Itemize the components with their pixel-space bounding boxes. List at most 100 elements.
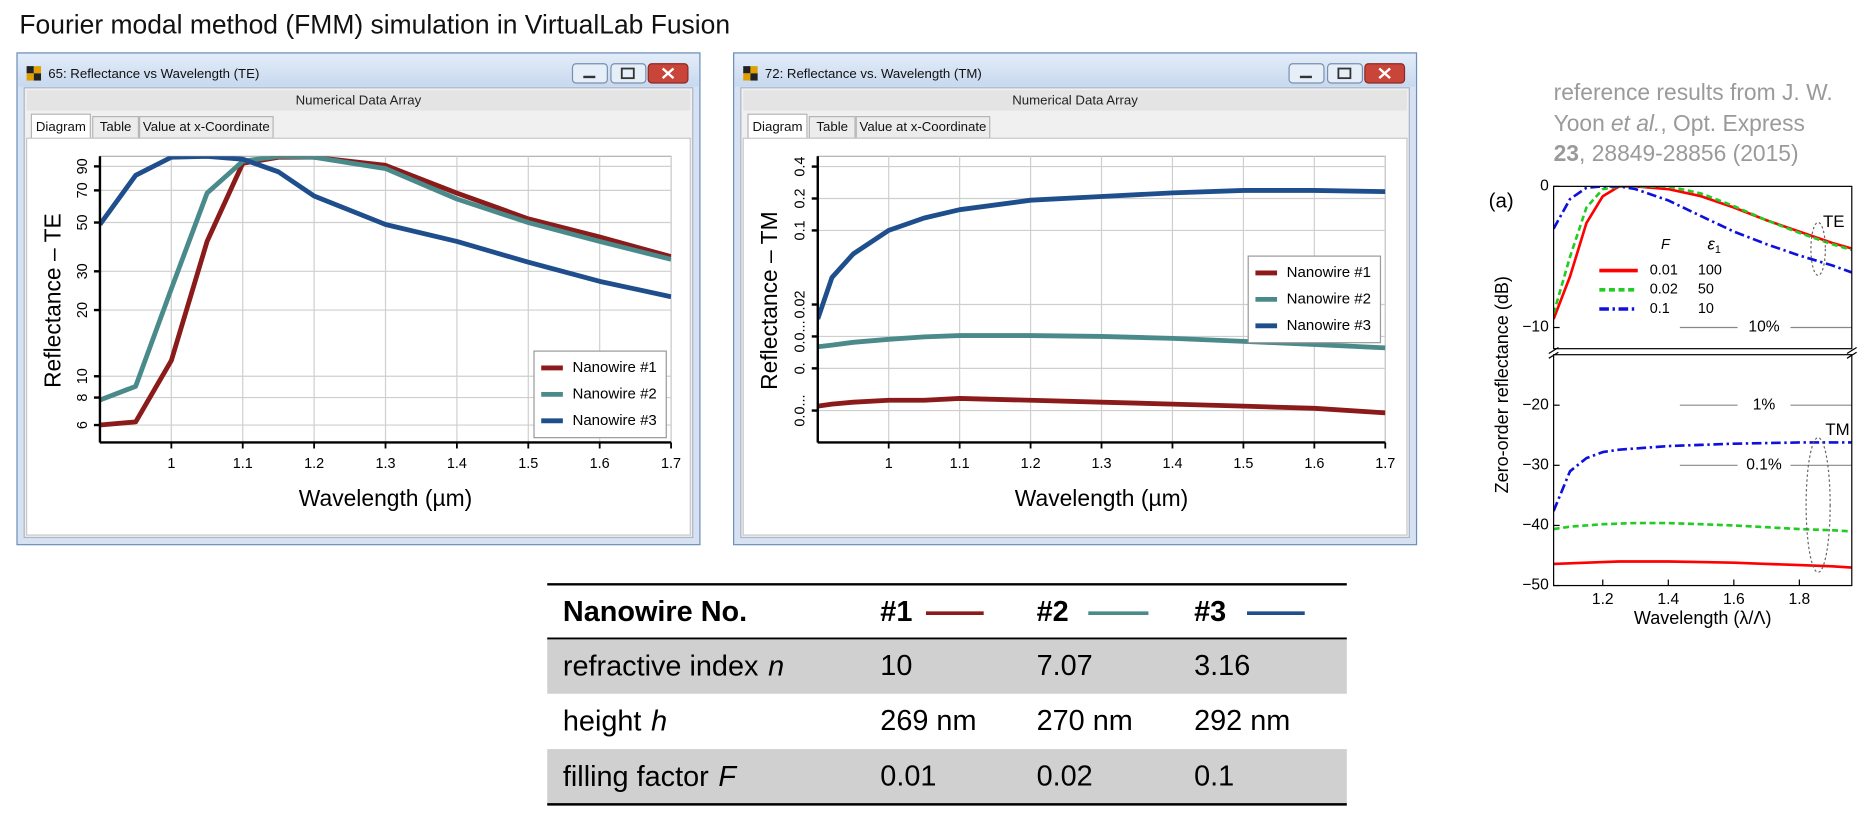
legend-label: Nanowire #1 [572, 359, 656, 376]
y-tick-label: 0 [1540, 177, 1549, 194]
x-tick-label: 1.8 [1789, 591, 1811, 608]
legend-label: Nanowire #3 [572, 412, 656, 429]
legend-epsilon: 50 [1698, 282, 1714, 298]
annotation-ellipse [1805, 437, 1831, 573]
y-tick-label: −20 [1522, 396, 1549, 413]
y-tick-label: 20 [75, 302, 91, 318]
table-cell: 0.1 [1194, 761, 1234, 793]
y-axis-label: Reflectance – TE [39, 213, 65, 388]
reference-journal: , Opt. Express [1660, 110, 1805, 136]
x-tick-label: 1.4 [1657, 591, 1679, 608]
table-cell: 7.07 [1037, 650, 1093, 682]
series-line [1553, 186, 1852, 314]
series-line [99, 156, 672, 300]
plot-frame [1553, 185, 1853, 350]
x-tick-label: 1 [885, 456, 893, 472]
maximize-glyph [1337, 67, 1352, 80]
table-cell: 0.01 [880, 761, 936, 793]
row-label-symbol: h [651, 705, 667, 737]
row-label: refractive index n [563, 650, 784, 682]
chart: 0.0...0.0.0...0.020.10.20.41 1.1 1.2 1.3 1.4… [756, 155, 1395, 511]
legend-label: Nanowire #2 [572, 385, 656, 402]
series-line [1553, 560, 1852, 569]
y-tick-label: 0.02 [793, 291, 809, 319]
row-bg [547, 749, 1347, 805]
maximize-glyph [620, 67, 635, 80]
tab-label: Diagram [753, 119, 803, 134]
reference-author: Yoon [1554, 110, 1605, 136]
x-tick-label: 1.4 [1162, 456, 1182, 472]
chart: 0 −10 10% (a) TE F ε1 0.01 100 0.02 50 0.1 10 [1489, 177, 1853, 350]
window-button[interactable] [571, 63, 608, 84]
tab-label: Value at x-Coordinate [860, 119, 987, 134]
row-label: height h [563, 705, 667, 737]
y-tick-label: 6 [75, 421, 91, 429]
row-label-text: filling factor [563, 761, 709, 793]
legend-label: Nanowire #1 [1287, 264, 1371, 281]
reference-volume: 23 [1554, 140, 1579, 166]
legend-label: Nanowire #2 [1287, 290, 1371, 307]
table-cell: 270 nm [1037, 705, 1133, 737]
axis-break [1846, 346, 1857, 359]
app-icon [33, 66, 42, 74]
y-tick-label: 90 [75, 158, 91, 174]
legend-label: 0.01 [1650, 262, 1678, 278]
app-icon [26, 73, 34, 81]
x-tick-label: 1.1 [950, 456, 970, 472]
x-tick-label: 1.5 [1233, 456, 1253, 472]
x-tick-label: 1.3 [1092, 456, 1112, 472]
reference-text: 23, 28849-28856 (2015) [1554, 140, 1799, 166]
x-tick-label: 1.1 [233, 456, 253, 472]
window-button[interactable] [1288, 63, 1325, 84]
reference-etal: et al. [1611, 110, 1661, 136]
y-tick-label: 0.0... [793, 320, 809, 352]
window-button[interactable] [1326, 63, 1364, 84]
legend-header-symbol: ε [1708, 235, 1716, 254]
legend-header: F [1661, 237, 1671, 253]
y-tick-label: −10 [1522, 319, 1549, 336]
plot-area [1553, 186, 1852, 349]
table-cell: 292 nm [1194, 705, 1290, 737]
window-button[interactable] [610, 63, 647, 84]
close-glyph [1378, 67, 1391, 80]
series-line [1553, 441, 1852, 512]
annotation: TE [1823, 212, 1845, 231]
panel-header [743, 90, 1407, 111]
annotation-ellipse [1810, 221, 1826, 276]
tab-label: Value at x-Coordinate [143, 119, 270, 134]
panel-header [26, 90, 691, 111]
y-tick-label: 30 [75, 263, 91, 279]
x-axis-label: Wavelength (µm) [1015, 485, 1188, 511]
app-icon [26, 66, 34, 74]
plot-frame [1553, 354, 1853, 587]
x-tick-label: 1.4 [447, 456, 467, 472]
row-label-text: height [563, 705, 642, 737]
x-tick-label: 1.5 [518, 456, 538, 472]
reference-text: Yoon et al., Opt. Express [1554, 110, 1805, 136]
table-header: #2 [1037, 596, 1069, 628]
label-bg [1737, 395, 1791, 415]
x-tick-label: 1.3 [375, 456, 395, 472]
x-tick-label: 1.2 [1021, 456, 1041, 472]
legend-header-subscript: 1 [1715, 244, 1721, 256]
parameter-table: Nanowire No. #1 #2 #3 refractive index n 10 7.0… [547, 583, 1347, 806]
y-tick-label: 8 [75, 394, 91, 402]
x-tick-label: 1.2 [1592, 591, 1614, 608]
tab-label: Table [100, 119, 132, 134]
x-axis-label: Wavelength (µm) [299, 485, 472, 511]
y-tick-label: 0.0... [793, 395, 809, 427]
legend-label: 0.02 [1650, 282, 1678, 298]
window-title: 72: Reflectance vs. Wavelength (TM) [765, 66, 982, 81]
app-icon [750, 66, 758, 74]
x-tick-label: 1.6 [1304, 456, 1324, 472]
label-bg [1737, 317, 1791, 338]
panel-title: Numerical Data Array [296, 92, 422, 107]
series-line [817, 396, 1386, 416]
y-axis-label: Zero-order reflectance (dB) [1492, 276, 1512, 493]
y-tick-label: 0.4 [793, 157, 809, 177]
page-title: Fourier modal method (FMM) simulation in… [19, 9, 730, 39]
tab-label: Table [816, 119, 848, 134]
reference-line-label: 1% [1753, 396, 1776, 413]
legend-epsilon: 10 [1698, 301, 1714, 317]
chart: 6 8 10 20 30 50 70 90 1 1.1 1.2 1.3 1.4 1.5 1.6 1.7 Wave… [39, 155, 681, 511]
